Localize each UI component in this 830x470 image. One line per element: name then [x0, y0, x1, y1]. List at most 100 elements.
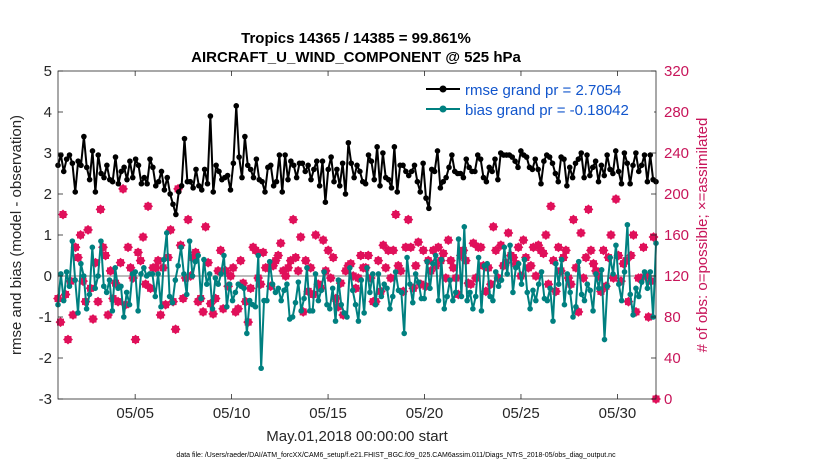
rmse-point — [601, 172, 608, 179]
rmse-point — [446, 164, 452, 171]
rmse-point — [474, 152, 481, 158]
y-right-tick-label: 240 — [664, 145, 689, 162]
bias-point — [593, 271, 599, 277]
bias-point — [246, 297, 253, 304]
rmse-point — [555, 178, 562, 185]
rmse-point — [529, 166, 536, 173]
rmse-point — [408, 168, 415, 175]
rmse-point — [124, 176, 130, 183]
rmse-point — [512, 158, 518, 164]
bias-point — [409, 299, 416, 306]
bias-point — [309, 308, 316, 314]
rmse-point — [267, 162, 274, 169]
bias-point — [587, 287, 593, 294]
bias-point — [338, 301, 345, 308]
bias-point — [435, 297, 442, 304]
bias-point — [98, 238, 104, 244]
bias-point — [452, 289, 459, 296]
rmse-point — [302, 168, 309, 175]
obs-assimilated-marker — [390, 209, 401, 220]
bias-point — [138, 271, 144, 277]
obs-assimilated-marker — [183, 214, 194, 225]
legend-box — [420, 78, 654, 122]
rmse-point — [598, 162, 605, 169]
rmse-point — [135, 162, 142, 169]
legend: rmse grand pr = 2.7054 bias grand pr = -… — [420, 78, 654, 122]
rmse-point — [150, 164, 156, 171]
x-tick-label: 05/25 — [502, 405, 540, 422]
obs-assimilated-marker — [55, 317, 66, 328]
rmse-point — [587, 172, 593, 179]
rmse-point — [58, 152, 64, 158]
rmse-point — [486, 164, 493, 171]
rmse-point — [196, 183, 202, 189]
obs-assimilated-marker — [525, 260, 536, 271]
rmse-point — [132, 156, 139, 162]
y-right-tick-label: 80 — [664, 309, 681, 326]
rmse-point — [589, 164, 596, 171]
rmse-point — [299, 160, 306, 167]
obs-assimilated-marker — [310, 230, 321, 240]
rmse-point — [89, 148, 96, 154]
obs-assimilated-marker — [58, 209, 68, 220]
x-tick-label: 05/20 — [406, 405, 444, 422]
obs-assimilated-marker — [545, 201, 556, 212]
bias-point — [112, 265, 119, 271]
obs-marker-diamond — [575, 228, 586, 238]
rmse-point — [247, 166, 254, 173]
bias-point — [289, 314, 296, 320]
bias-point — [66, 283, 73, 290]
obs-assimilated-marker — [553, 242, 564, 253]
bias-point — [616, 281, 622, 288]
rmse-point — [581, 174, 587, 181]
rmse-point — [374, 144, 380, 150]
rmse-point — [348, 160, 355, 167]
chart-subtitle: AIRCRAFT_U_WIND_COMPONENT @ 525 hPa — [191, 49, 521, 66]
rmse-point — [495, 176, 501, 183]
y-left-tick-label: 5 — [44, 63, 52, 80]
left-axis-ticks: -3 -2 -1 0 1 2 3 4 5 — [39, 63, 63, 408]
obs-assimilated-marker — [575, 228, 586, 238]
obs-marker-diamond — [538, 248, 549, 259]
rmse-point — [380, 150, 386, 156]
bias-point — [80, 273, 87, 279]
y-left-tick-label: -2 — [39, 350, 52, 367]
bias-point — [375, 271, 382, 277]
obs-marker-diamond — [530, 271, 541, 281]
rmse-point — [334, 166, 340, 173]
obs-assimilated-marker — [83, 224, 93, 235]
bias-point — [404, 254, 410, 261]
obs-assimilated-marker — [503, 228, 514, 238]
obs-assimilated-marker — [538, 248, 549, 259]
rmse-point — [610, 170, 616, 177]
bias-point — [492, 269, 499, 275]
rmse-point — [98, 170, 104, 177]
obs-marker-diamond — [628, 230, 639, 240]
bias-point — [72, 277, 78, 283]
y-left-tick-label: 4 — [44, 104, 52, 121]
obs-marker-diamond — [183, 214, 194, 225]
rmse-point — [273, 178, 280, 185]
bias-point — [135, 308, 141, 314]
y-right-tick-label: 200 — [664, 186, 689, 203]
obs-assimilated-marker — [300, 255, 311, 266]
bias-point — [212, 275, 219, 281]
obs-assimilated-marker — [153, 255, 164, 266]
obs-marker-diamond — [586, 245, 596, 256]
rmse-point — [641, 152, 648, 158]
obs-assimilated-marker — [410, 260, 421, 271]
obs-marker-diamond — [118, 183, 128, 194]
rmse-point — [109, 178, 116, 185]
rmse-point — [141, 174, 148, 181]
bias-point — [535, 281, 542, 288]
bias-point — [224, 303, 230, 310]
rmse-point — [612, 148, 619, 154]
bias-point — [478, 308, 485, 314]
bias-point — [175, 262, 181, 269]
bias-point — [524, 289, 531, 296]
x-tick-label: 05/10 — [213, 405, 251, 422]
rmse-point — [472, 168, 478, 175]
rmse-point — [239, 174, 245, 181]
rmse-point — [515, 164, 521, 171]
obs-assimilated-series — [53, 183, 661, 404]
